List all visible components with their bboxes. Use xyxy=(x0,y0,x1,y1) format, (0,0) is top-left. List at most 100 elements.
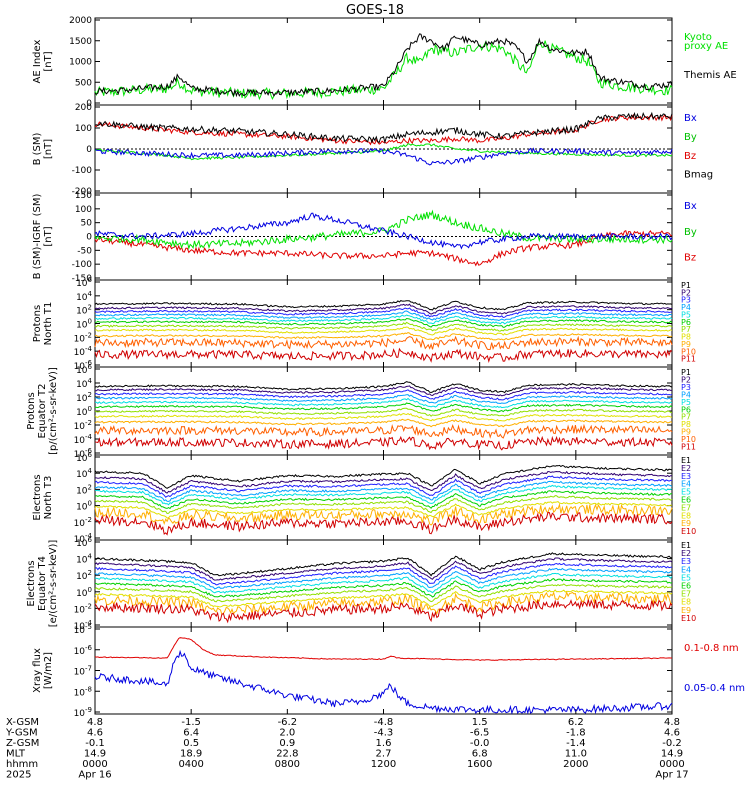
series-pnt1-P10 xyxy=(94,335,673,351)
series-pet2-P7 xyxy=(94,407,673,417)
ytick-label-eet4: 102 xyxy=(76,569,92,582)
channel-label-ent3: E9 xyxy=(681,519,691,528)
ytick-label-pet2: 100 xyxy=(76,405,92,418)
series-eet4-E5 xyxy=(94,572,673,594)
series-eet4-E3 xyxy=(94,562,673,586)
ytick-label-pet2: 10-6 xyxy=(74,447,93,460)
panel-ylabel-ent3: Electrons xyxy=(32,474,43,520)
legend-bsm: Bz xyxy=(684,151,696,162)
panel-ylabel-bigrf: B (SM)-IGRF (SM) xyxy=(32,194,43,280)
ephem-value: Apr 16 xyxy=(78,770,111,781)
ephem-value: 0800 xyxy=(275,759,300,770)
ytick-label-eet4: 10-2 xyxy=(74,602,92,615)
ytick-label-pet2: 102 xyxy=(76,391,92,404)
channel-label-pet2: P7 xyxy=(681,413,691,422)
series-pet2-P8 xyxy=(94,412,673,422)
channel-label-pnt1: P11 xyxy=(681,355,696,364)
series-eet4-E7 xyxy=(94,583,673,603)
ytick-label-bsm: -200 xyxy=(72,187,93,197)
series-ent3-E2 xyxy=(94,470,673,494)
channel-label-pnt1: P3 xyxy=(681,296,691,305)
ephem-value: -1.8 xyxy=(566,728,586,739)
series-by xyxy=(94,143,673,161)
ytick-label-ae: 0 xyxy=(86,99,92,109)
channel-label-pet2: P4 xyxy=(681,390,691,399)
panel-ylabel-xray: [W/m2] xyxy=(43,652,54,689)
ephem-value: -6.5 xyxy=(470,728,490,739)
ytick-label-bigrf: 150 xyxy=(75,191,92,201)
series-ent3-E9 xyxy=(94,502,673,526)
series-ent3-E4 xyxy=(94,480,673,502)
ephem-value: -1.4 xyxy=(566,738,586,749)
panel-ylabel-eet4: [e/(cm²-s-sr-keV)] xyxy=(48,540,59,628)
series-ent3-E8 xyxy=(94,501,673,519)
ytick-label-bigrf: 0 xyxy=(86,233,92,243)
ytick-label-ae: 2000 xyxy=(69,16,92,26)
ytick-label-xray: 10-8 xyxy=(74,685,92,698)
ytick-label-bsm: 100 xyxy=(75,124,92,134)
ephem-value: -0.2 xyxy=(662,738,682,749)
channel-label-eet4: E3 xyxy=(681,557,691,566)
series-pet2-P1 xyxy=(94,381,673,394)
ytick-label-bigrf: -150 xyxy=(72,274,93,284)
legend-bigrf: Bx xyxy=(684,201,697,212)
panel-ylabel-xray: Xray flux xyxy=(32,648,43,693)
legend-bsm: By xyxy=(684,132,697,143)
series-pet2-P4 xyxy=(94,394,673,405)
ephem-value: 2.7 xyxy=(376,749,392,760)
channel-label-ent3: E10 xyxy=(681,527,696,536)
ytick-label-pnt1: 10-6 xyxy=(74,359,93,372)
channel-label-pnt1: P2 xyxy=(681,288,691,297)
channel-label-ent3: E4 xyxy=(681,480,691,489)
series-pet2-P10 xyxy=(94,423,673,439)
series-eet4-E9 xyxy=(94,590,673,616)
ephemeris-table: X-GSM 4.8 -1.5 -6.2 -4.8 1.5 6.2 4.8 Y-GSM 4.6 6.4… xyxy=(5,717,689,781)
ephem-value: 2000 xyxy=(563,759,588,770)
ytick-label-pet2: 106 xyxy=(76,363,92,376)
ephem-value: 14.9 xyxy=(661,749,683,760)
legend-ae: Themis AE xyxy=(683,70,737,81)
channel-label-pnt1: P7 xyxy=(681,325,691,334)
channel-label-pnt1: P9 xyxy=(681,340,691,349)
channel-label-pet2: P1 xyxy=(681,368,691,377)
series-eet4-E10 xyxy=(94,599,673,624)
ytick-label-bigrf: -100 xyxy=(72,260,93,270)
channel-label-pet2: P8 xyxy=(681,420,691,429)
panel-ylabel-bigrf: [nT] xyxy=(43,226,54,246)
ytick-label-eet4: 106 xyxy=(76,536,92,549)
ephem-value: 6.4 xyxy=(183,728,199,739)
panel-bigrf: B (SM)-IGRF (SM) [nT] 150 100 50 0 -50 -100 -150… xyxy=(32,191,697,284)
ytick-label-ent3: 102 xyxy=(76,483,92,496)
legend-ae: proxy AE xyxy=(684,41,728,52)
series-eet4-E8 xyxy=(94,589,673,608)
panel-ylabel-eet4: Electrons xyxy=(26,560,37,606)
legend-bigrf: Bz xyxy=(684,253,696,264)
channel-label-eet4: E5 xyxy=(681,573,691,582)
ephem-value: 6.8 xyxy=(472,749,488,760)
channel-label-pet2: P9 xyxy=(681,428,691,437)
series-ent3-E5 xyxy=(94,484,673,506)
series-ent3-E6 xyxy=(94,490,672,510)
ephem-value: 18.9 xyxy=(180,749,202,760)
panel-ylabel-eet4: Equator T4 xyxy=(37,556,48,611)
panel-ylabel-ent3: North T3 xyxy=(43,476,54,520)
legend-bigrf: By xyxy=(684,227,697,238)
series-pnt1-P7 xyxy=(94,321,673,332)
series-eet4-E2 xyxy=(94,557,673,581)
panel-ylabel-ae: AE Index xyxy=(32,39,43,83)
series-pnt1-P8 xyxy=(94,326,673,336)
ytick-label-pnt1: 100 xyxy=(76,318,92,331)
series-pnt1-P9 xyxy=(94,332,673,341)
series-xray-short xyxy=(94,649,673,715)
panel-ylabel-bsm: B (SM) xyxy=(32,132,43,165)
ytick-label-ae: 1000 xyxy=(69,58,92,68)
ytick-label-xray: 10-6 xyxy=(74,644,93,657)
panel-ylabel-pnt1: North T1 xyxy=(43,302,54,346)
channel-label-eet4: E4 xyxy=(681,565,691,574)
ephem-value: 14.9 xyxy=(84,749,106,760)
ephem-value: 4.8 xyxy=(664,717,680,728)
ephem-label: X-GSM xyxy=(6,717,39,728)
ytick-label-ent3: 106 xyxy=(76,451,92,464)
